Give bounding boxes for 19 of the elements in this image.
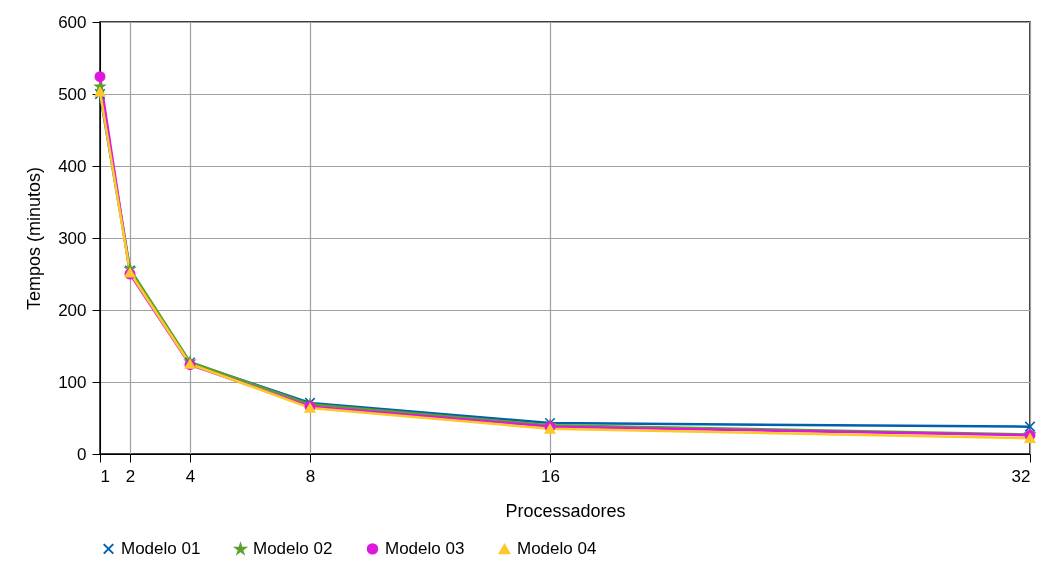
x-tick-label: 4 bbox=[185, 466, 196, 486]
x-tick-label: 1 bbox=[100, 466, 110, 486]
y-tick-label: 200 bbox=[58, 300, 87, 320]
y-tick-label: 500 bbox=[58, 84, 87, 104]
legend-label: Modelo 02 bbox=[253, 539, 333, 559]
legend-label: Modelo 04 bbox=[517, 539, 597, 559]
legend-label: Modelo 01 bbox=[121, 538, 201, 558]
x-axis-title: Processadores bbox=[505, 500, 626, 521]
y-tick-label: 100 bbox=[58, 372, 87, 392]
x-tick-label: 8 bbox=[305, 466, 316, 486]
x-tick-label: 2 bbox=[125, 466, 136, 486]
y-axis-title: Tempos (minutos) bbox=[24, 166, 45, 311]
y-tick-label: 300 bbox=[58, 228, 87, 248]
y-tick-label: 400 bbox=[58, 156, 87, 176]
y-tick-label: 600 bbox=[58, 12, 87, 32]
x-tick-label: 16 bbox=[541, 466, 560, 486]
legend-label: Modelo 03 bbox=[385, 538, 465, 558]
y-tick-label: 0 bbox=[77, 444, 87, 464]
x-tick-label: 32 bbox=[1011, 466, 1031, 486]
